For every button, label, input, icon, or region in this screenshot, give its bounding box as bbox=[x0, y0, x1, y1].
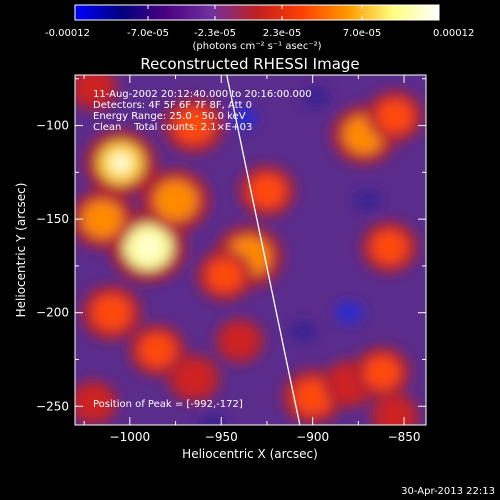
heatmap-blob-core bbox=[110, 152, 132, 174]
colorbar: -0.00012 0.00012 -7.0e-05 -2.3e-05 2.3e-… bbox=[45, 4, 474, 52]
heatmap-blob bbox=[139, 333, 176, 367]
heatmap-blob bbox=[77, 75, 109, 103]
colorbar-tick-label: 7.0e-05 bbox=[343, 28, 381, 39]
footer-timestamp: 30-Apr-2013 22:13 bbox=[401, 486, 495, 497]
heatmap-blob bbox=[153, 180, 198, 221]
y-tick-label: −100 bbox=[36, 119, 69, 133]
info-line-detectors: Detectors: 4F 5F 6F 7F 8F, Att 0 bbox=[93, 100, 252, 111]
colorbar-ticks bbox=[147, 5, 363, 20]
colorbar-tick-label: -2.3e-05 bbox=[194, 28, 236, 39]
heatmap-blob bbox=[174, 107, 213, 144]
heatmap-blob bbox=[82, 200, 123, 239]
y-tick-label: −250 bbox=[36, 399, 69, 413]
colorbar-units-label: (photons cm⁻² s⁻¹ asec⁻²) bbox=[192, 41, 321, 52]
heatmap-negative-spot bbox=[229, 107, 258, 130]
heatmap-blob bbox=[207, 258, 243, 292]
heatmap-blob bbox=[377, 99, 413, 133]
peak-position-label: Position of Peak = [-992,-172] bbox=[93, 399, 243, 410]
heatmap-blob bbox=[293, 379, 332, 415]
x-axis-label: Heliocentric X (arcsec) bbox=[182, 447, 318, 461]
plot-frame bbox=[74, 74, 427, 426]
heatmap-blob bbox=[92, 294, 131, 331]
x-tick-label: −900 bbox=[296, 430, 329, 444]
heatmap-blob bbox=[177, 362, 211, 394]
y-axis-label: Heliocentric Y (arcsec) bbox=[14, 183, 28, 318]
y-tick-label: −150 bbox=[36, 212, 69, 226]
heatmap-blobs bbox=[75, 75, 424, 425]
heatmap-blob bbox=[224, 326, 255, 356]
info-line-date: 11-Aug-2002 20:12:40.000 to 20:16:00.000 bbox=[93, 89, 312, 100]
axis-ticks: −1000 −950 −900 −850 −100 −150 −200 −250 bbox=[36, 75, 426, 444]
colorbar-min-label: -0.00012 bbox=[45, 28, 90, 39]
x-tick-label: −850 bbox=[388, 430, 421, 444]
heatmap-blob bbox=[77, 388, 109, 417]
colorbar-tick-label: 2.3e-05 bbox=[263, 28, 301, 39]
heatmap-blob bbox=[249, 174, 285, 208]
heatmap-negative-spot bbox=[302, 86, 331, 109]
colorbar-gradient bbox=[74, 4, 440, 21]
info-line-energy: Energy Range: 25.0 - 50.0 keV bbox=[93, 111, 246, 122]
heatmap-negative-spot bbox=[353, 189, 382, 212]
heatmap-blob bbox=[364, 355, 400, 390]
plot-title: Reconstructed RHESSI Image bbox=[140, 55, 359, 73]
solar-limb-line bbox=[226, 75, 301, 425]
heatmap-negative-spot bbox=[289, 320, 318, 343]
x-tick-label: −1000 bbox=[110, 430, 151, 444]
heatmap-blob bbox=[371, 230, 408, 264]
heatmap-plot: −1000 −950 −900 −850 −100 −150 −200 −250 11-Aug… bbox=[36, 74, 427, 444]
heatmap-blob-core bbox=[136, 235, 160, 259]
x-tick-label: −950 bbox=[205, 430, 238, 444]
colorbar-max-label: 0.00012 bbox=[433, 28, 474, 39]
info-line-clean: Clean Total counts: 2.1×E+03 bbox=[93, 122, 252, 133]
heatmap-blob bbox=[379, 401, 411, 425]
heatmap-negative-spot bbox=[335, 301, 364, 324]
y-tick-label: −200 bbox=[36, 306, 69, 320]
heatmap-negative-spot bbox=[198, 414, 227, 425]
colorbar-tick-label: -7.0e-05 bbox=[127, 28, 169, 39]
